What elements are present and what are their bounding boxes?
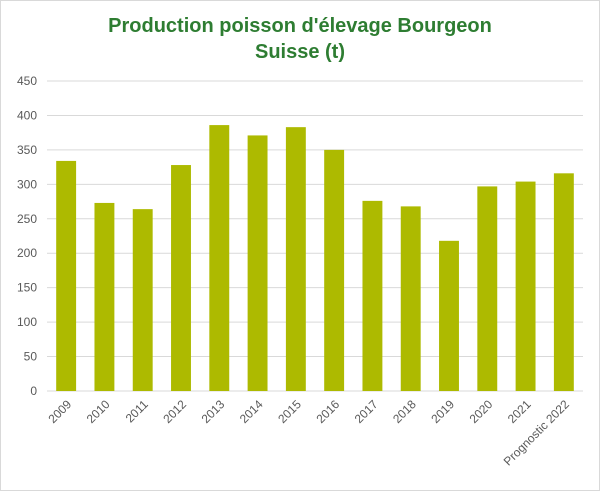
x-tick-label: 2019 — [428, 397, 457, 426]
bar-2021 — [515, 181, 536, 391]
x-tick-label: 2009 — [45, 397, 74, 426]
chart-title-line-2: Suisse (t) — [254, 41, 346, 63]
x-tick-label: 2017 — [352, 397, 381, 426]
y-tick-label: 50 — [24, 350, 38, 364]
bar-2009 — [56, 160, 77, 391]
x-tick-label: 2010 — [84, 397, 113, 426]
y-tick-label: 100 — [17, 315, 37, 329]
y-axis-tick-labels: 0 50 100 150 200 250 300 350 400 450 — [17, 74, 37, 398]
bar-2011 — [132, 209, 153, 391]
x-tick-label: 2016 — [313, 397, 342, 426]
x-axis-tick-labels: 2009 2010 2011 2012 2013 2014 2015 2016 2017 2018… — [45, 397, 572, 468]
x-tick-label: 2020 — [467, 397, 496, 426]
y-tick-label: 350 — [17, 143, 37, 157]
chart-title: Production poisson d'élevage Bourgeon Su… — [1, 13, 599, 65]
y-tick-label: 150 — [17, 281, 37, 295]
y-tick-label: 450 — [17, 74, 37, 88]
x-tick-label: 2013 — [199, 397, 228, 426]
y-tick-label: 200 — [17, 246, 37, 260]
bar-prognostic-2022 — [553, 173, 574, 391]
x-tick-label: 2021 — [505, 397, 534, 426]
chart-title-line-1: Production poisson d'élevage Bourgeon — [108, 15, 492, 37]
bar-2014 — [247, 135, 268, 391]
bar-2010 — [94, 202, 115, 391]
bar-2013 — [209, 125, 230, 391]
x-tick-label: 2011 — [123, 397, 151, 425]
x-tick-label: 2014 — [237, 397, 266, 426]
x-tick-label: 2018 — [390, 397, 419, 426]
x-tick-label: 2012 — [160, 397, 189, 426]
x-tick-label: Prognostic 2022 — [501, 397, 572, 468]
bar-2017 — [362, 200, 383, 391]
bar-2018 — [400, 206, 421, 391]
bars — [56, 125, 574, 392]
y-tick-label: 300 — [17, 177, 37, 191]
y-tick-label: 400 — [17, 108, 37, 122]
bar-2012 — [171, 165, 191, 391]
y-tick-label: 250 — [17, 212, 37, 226]
bar-2016 — [324, 149, 345, 391]
bar-2020 — [477, 186, 498, 391]
x-tick-label: 2015 — [275, 397, 304, 426]
gridlines — [47, 80, 583, 392]
bar-2015 — [285, 127, 306, 392]
bar-2019 — [439, 240, 459, 391]
y-tick-label: 0 — [30, 384, 37, 398]
